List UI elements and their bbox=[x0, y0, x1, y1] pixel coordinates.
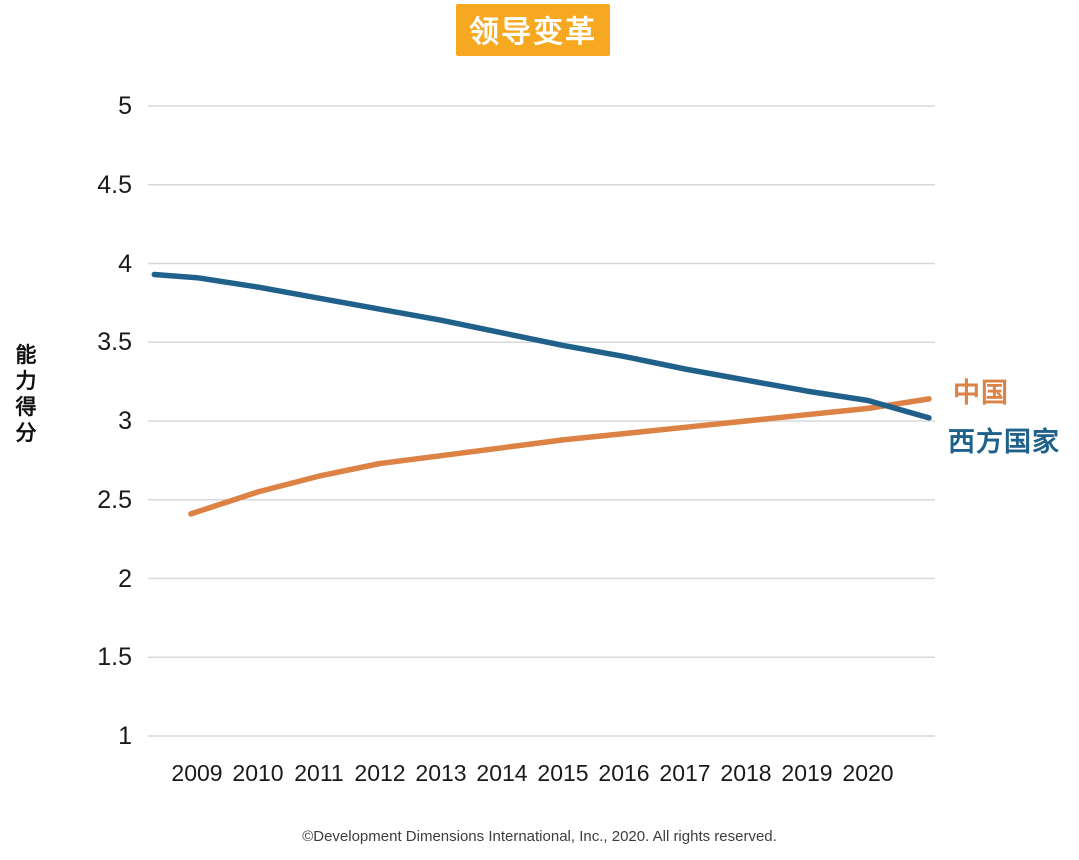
x-tick-label: 2011 bbox=[294, 760, 344, 786]
y-tick-label: 2.5 bbox=[97, 485, 132, 514]
y-tick-label: 3.5 bbox=[97, 328, 132, 357]
y-tick-label: 1 bbox=[118, 722, 132, 750]
y-axis-title: 能力得分 bbox=[15, 344, 37, 445]
x-tick-label: 2016 bbox=[598, 760, 650, 786]
x-tick-label: 2015 bbox=[537, 760, 589, 786]
chart-title: 领导变革 bbox=[456, 4, 610, 56]
y-tick-label: 3 bbox=[118, 407, 132, 435]
y-tick-label: 2 bbox=[118, 564, 132, 593]
x-tick-label: 2009 bbox=[171, 760, 223, 786]
copyright-notice: ©Development Dimensions International, I… bbox=[302, 828, 777, 845]
legend-west-label: 西方国家 bbox=[948, 427, 1060, 457]
y-tick-label: 4.5 bbox=[97, 170, 132, 199]
x-tick-label: 2013 bbox=[415, 760, 467, 786]
x-tick-label: 2014 bbox=[476, 760, 528, 786]
x-tick-label: 2019 bbox=[781, 760, 833, 786]
y-tick-label: 5 bbox=[118, 92, 132, 120]
series-line-china bbox=[188, 396, 932, 517]
x-tick-label: 2012 bbox=[354, 760, 406, 786]
x-tick-label: 2017 bbox=[659, 760, 711, 786]
legend-china-label: 中国 bbox=[953, 378, 1009, 408]
series-line-west bbox=[151, 271, 932, 421]
y-tick-label: 1.5 bbox=[97, 643, 132, 672]
x-tick-label: 2010 bbox=[232, 760, 284, 786]
x-tick-label: 2018 bbox=[720, 760, 772, 786]
y-tick-label: 4 bbox=[118, 249, 132, 278]
x-tick-label: 2020 bbox=[842, 760, 894, 786]
